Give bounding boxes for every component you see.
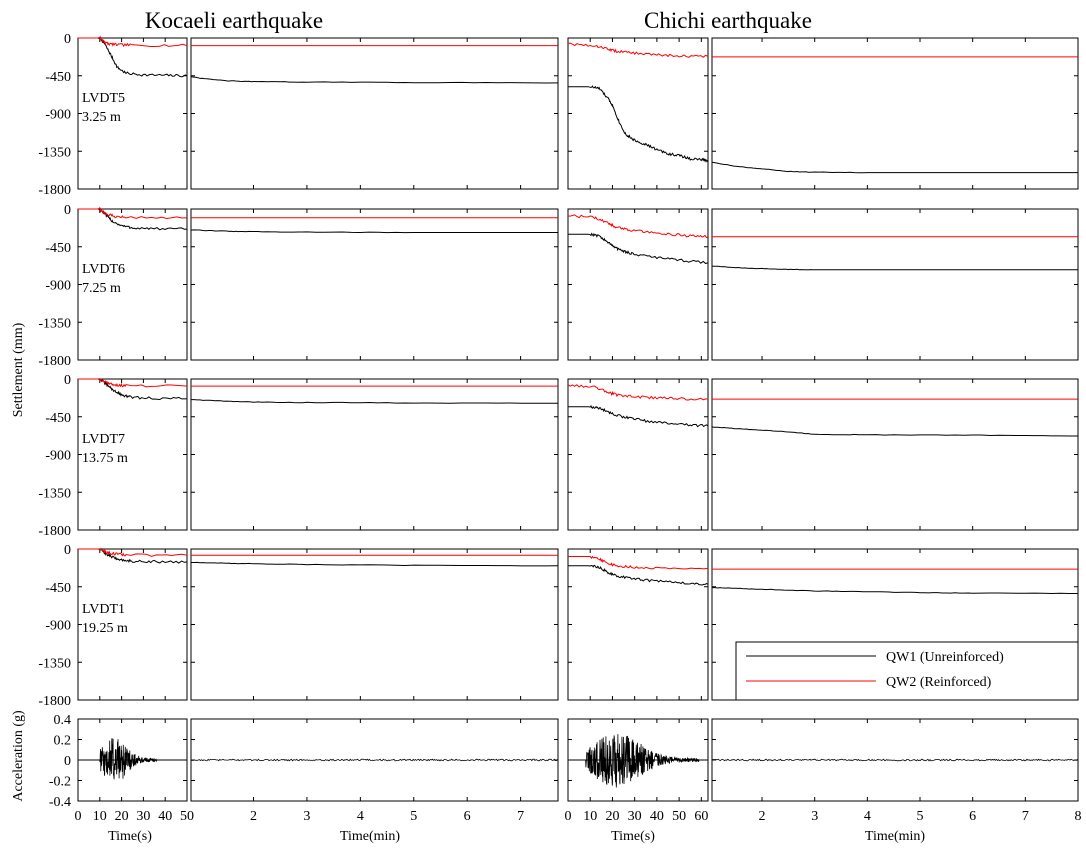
y-tick-label: -900 [45, 449, 71, 464]
x-tick-label: 40 [158, 809, 172, 824]
x-tick-label: 3 [303, 809, 310, 824]
acc-y-tick-label: -0.2 [49, 775, 71, 790]
panel-lvdt7-chichi-sec [568, 379, 708, 530]
y-tick-label: -900 [45, 279, 71, 294]
x-tick-label: 2 [250, 809, 257, 824]
x-tick-label: 8 [1075, 809, 1082, 824]
x-tick-label: 50 [672, 809, 686, 824]
x-tick-label: 20 [115, 809, 129, 824]
lvdt-depth: 7.25 m [82, 281, 121, 296]
xlabel-kocaeli-min: Time(min) [340, 829, 400, 844]
x-tick-label: 3 [811, 809, 818, 824]
panel-lvdt6-chichi-sec [568, 209, 708, 360]
legend-label-1: QW1 (Unreinforced) [886, 650, 1004, 665]
y-tick-label: -1350 [38, 656, 71, 671]
x-tick-label: 5 [410, 809, 417, 824]
x-tick-label: 5 [917, 809, 924, 824]
panel-lvdt1-chichi-sec [568, 549, 708, 700]
x-tick-label: 0 [565, 809, 572, 824]
legend-label-2: QW2 (Reinforced) [886, 675, 992, 690]
acc-y-tick-label: 0 [64, 754, 71, 769]
column-title-kocaeli: Kocaeli earthquake [145, 8, 323, 33]
acc-y-tick-label: 0.4 [54, 713, 72, 728]
y-tick-label: -1800 [38, 694, 71, 709]
ylabel-acceleration: Acceleration (g) [11, 710, 26, 802]
x-tick-label: 2 [759, 809, 766, 824]
y-tick-label: -1800 [38, 354, 71, 369]
y-tick-label: -900 [45, 108, 71, 123]
x-tick-label: 0 [75, 809, 82, 824]
panel-lvdt5-chichi-sec [568, 38, 708, 189]
x-tick-label: 50 [180, 809, 194, 824]
panel-lvdt5-chichi-min [712, 38, 1078, 189]
y-tick-label: -450 [45, 70, 71, 85]
y-tick-label: -1350 [38, 145, 71, 160]
ylabel-settlement: Settlement (mm) [11, 322, 26, 417]
xlabel-chichi-sec: Time(s) [611, 829, 655, 844]
xlabel-kocaeli-sec: Time(s) [108, 829, 152, 844]
y-tick-label: -1350 [38, 316, 71, 331]
lvdt-depth: 19.25 m [82, 621, 128, 636]
legend: QW1 (Unreinforced) QW2 (Reinforced) [736, 642, 1078, 700]
x-tick-label: 30 [136, 809, 150, 824]
column-title-chichi: Chichi earthquake [644, 8, 812, 33]
y-tick-label: 0 [64, 32, 71, 47]
panel-lvdt7-chichi-min [712, 379, 1078, 530]
y-tick-label: 0 [64, 373, 71, 388]
xlabel-chichi-min: Time(min) [865, 829, 925, 844]
lvdt-depth: 13.75 m [82, 451, 128, 466]
y-tick-label: -450 [45, 581, 71, 596]
y-tick-label: -1800 [38, 524, 71, 539]
x-tick-label: 20 [605, 809, 619, 824]
x-tick-label: 30 [628, 809, 642, 824]
x-tick-label: 6 [969, 809, 976, 824]
panel-lvdt6-chichi-min [712, 209, 1078, 360]
x-tick-label: 40 [650, 809, 664, 824]
y-tick-label: 0 [64, 543, 71, 558]
x-tick-label: 6 [464, 809, 471, 824]
y-tick-label: -1350 [38, 486, 71, 501]
lvdt-label: LVDT1 [82, 602, 125, 617]
x-tick-label: 4 [864, 809, 871, 824]
lvdt-label: LVDT7 [82, 432, 125, 447]
y-tick-label: 0 [64, 203, 71, 218]
acc-y-tick-label: 0.2 [54, 734, 72, 749]
x-tick-label: 60 [694, 809, 708, 824]
acc-y-tick-label: -0.4 [49, 795, 71, 810]
x-tick-label: 7 [1022, 809, 1029, 824]
x-tick-label: 10 [583, 809, 597, 824]
x-tick-label: 7 [517, 809, 524, 824]
panel-lvdt5-kocaeli-min [191, 38, 558, 189]
y-tick-label: -1800 [38, 183, 71, 198]
y-tick-label: -450 [45, 241, 71, 256]
y-tick-label: -900 [45, 619, 71, 634]
y-tick-label: -450 [45, 411, 71, 426]
x-tick-label: 10 [93, 809, 107, 824]
lvdt-depth: 3.25 m [82, 110, 121, 125]
x-tick-label: 4 [357, 809, 364, 824]
lvdt-label: LVDT6 [82, 262, 125, 277]
lvdt-label: LVDT5 [82, 91, 125, 106]
panel-lvdt1-kocaeli-min [191, 549, 558, 700]
